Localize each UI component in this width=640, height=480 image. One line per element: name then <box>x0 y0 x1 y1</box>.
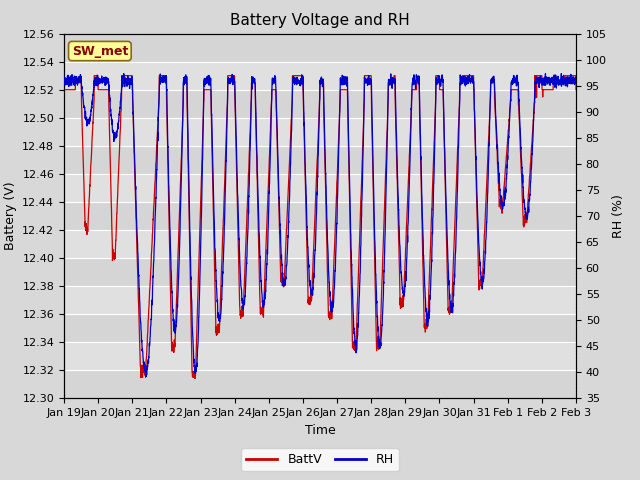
Bar <box>64 202 576 230</box>
Bar <box>64 371 576 398</box>
X-axis label: Time: Time <box>305 424 335 437</box>
Bar <box>64 314 576 342</box>
Legend: BattV, RH: BattV, RH <box>241 448 399 471</box>
Text: SW_met: SW_met <box>72 45 128 58</box>
Y-axis label: RH (%): RH (%) <box>612 194 625 238</box>
Bar <box>64 34 576 61</box>
Bar <box>64 90 576 118</box>
Y-axis label: Battery (V): Battery (V) <box>4 182 17 250</box>
Bar <box>64 258 576 286</box>
Bar <box>64 146 576 174</box>
Title: Battery Voltage and RH: Battery Voltage and RH <box>230 13 410 28</box>
